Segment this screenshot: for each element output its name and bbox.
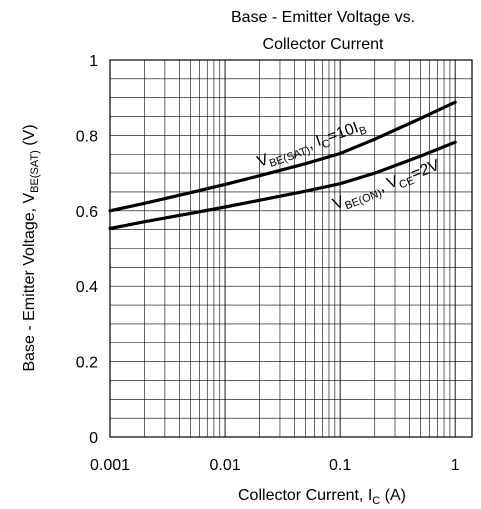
y-axis-label: Base - Emitter Voltage, VBE(SAT) (V)	[21, 124, 41, 371]
plot-frame	[109, 59, 473, 438]
series-line-1	[108, 100, 457, 213]
x-tick-label: 0.01	[209, 457, 240, 474]
tick-labels: 0.001 0.01 0.1 1 0 0.2 0.4 0.6 0.8 1	[76, 53, 460, 474]
y-tick-label: 0.2	[76, 355, 98, 372]
y-tick-label: 0.4	[76, 279, 98, 296]
chart-title-line-2: Collector Current	[263, 36, 384, 53]
chart-title-line-1: Base - Emitter Voltage vs.	[231, 9, 415, 26]
series-label-vbe-sat: VBE(SAT), IC=10IB	[255, 117, 369, 174]
y-tick-label: 0.8	[76, 128, 98, 145]
y-tick-label: 0	[89, 430, 98, 447]
grid-lines	[109, 60, 472, 437]
series-label-vbe-on: VBE(ON), VCE=2V	[331, 157, 444, 216]
x-tick-label: 0.1	[329, 457, 351, 474]
x-axis-label: Collector Current, IC (A)	[238, 487, 406, 507]
series-line-2	[108, 140, 457, 231]
x-tick-label: 0.001	[90, 457, 130, 474]
x-tick-label: 1	[451, 457, 460, 474]
y-tick-label: 0.6	[76, 204, 98, 221]
y-tick-label: 1	[89, 53, 98, 70]
